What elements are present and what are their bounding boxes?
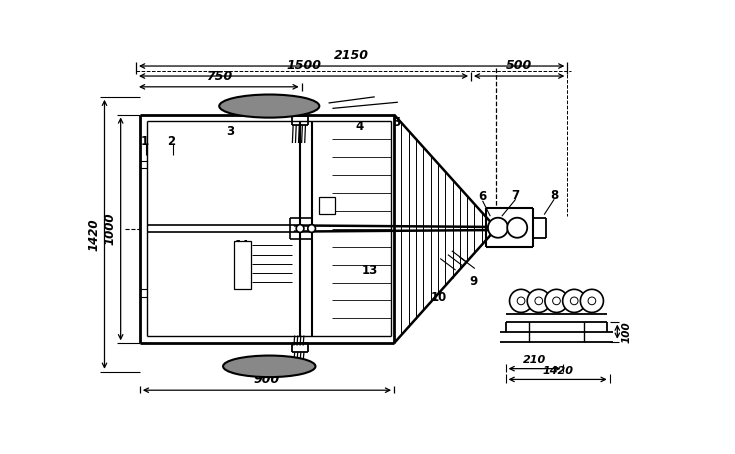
Circle shape [563,289,586,312]
Circle shape [535,297,542,305]
Circle shape [588,297,596,305]
Text: 9: 9 [469,275,478,288]
Circle shape [509,289,533,312]
Text: 5: 5 [392,116,401,129]
Text: 1: 1 [140,135,148,148]
Text: 14: 14 [235,241,250,251]
Circle shape [488,218,508,238]
Ellipse shape [223,355,315,377]
Circle shape [553,297,560,305]
Text: 4: 4 [355,119,364,133]
Text: 100: 100 [621,321,631,343]
Text: 14: 14 [567,296,581,306]
Text: 17: 17 [235,268,250,278]
Circle shape [527,289,551,312]
Text: 18: 18 [235,277,250,287]
Circle shape [308,225,315,232]
Text: 13: 13 [361,264,378,276]
Text: 2: 2 [167,135,175,148]
Text: 16: 16 [235,259,250,269]
FancyBboxPatch shape [234,241,251,289]
Text: 2: 2 [517,296,525,306]
Circle shape [545,289,568,312]
Text: 750: 750 [206,70,232,83]
Text: 1500: 1500 [286,59,321,72]
Text: 1000: 1000 [104,212,117,245]
Circle shape [507,218,527,238]
Text: 3: 3 [535,296,542,306]
Text: 16: 16 [584,296,599,306]
Text: 500: 500 [506,59,532,72]
Text: 7: 7 [512,189,520,202]
Text: 1420: 1420 [87,218,101,251]
Text: 11: 11 [320,197,334,207]
Text: 210: 210 [523,355,546,365]
FancyBboxPatch shape [319,197,334,214]
Text: 12: 12 [320,206,334,216]
Text: 2150: 2150 [334,49,369,62]
Circle shape [517,297,525,305]
Circle shape [296,225,304,232]
Circle shape [570,297,578,305]
Text: 3: 3 [226,125,234,138]
Ellipse shape [219,94,319,118]
Text: 6: 6 [478,190,487,203]
Text: 8: 8 [550,189,559,202]
Circle shape [581,289,603,312]
Text: 10: 10 [431,291,447,304]
Text: 1420: 1420 [542,365,573,375]
Text: 15: 15 [235,250,250,260]
Text: 4: 4 [553,296,560,306]
Text: 900: 900 [254,373,280,386]
